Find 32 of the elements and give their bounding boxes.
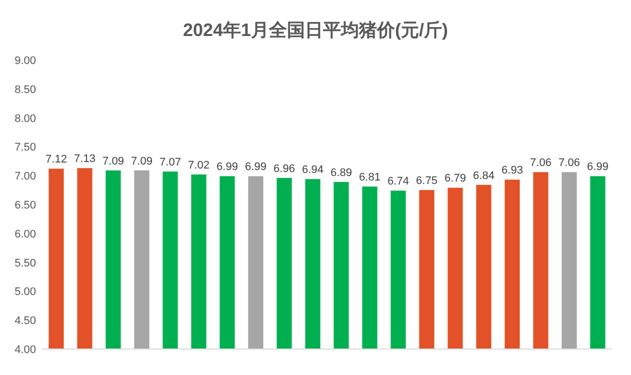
y-tick-label: 7.00: [14, 170, 36, 183]
data-label: 7.07: [160, 156, 181, 169]
data-label: 6.89: [330, 166, 352, 179]
y-tick-label: 7.50: [14, 142, 36, 154]
data-label: 6.74: [388, 176, 409, 188]
data-label: 7.09: [102, 155, 124, 168]
y-tick-label: 9.00: [14, 55, 36, 67]
y-tick-label: 8.50: [14, 84, 36, 96]
data-label: 6.84: [473, 170, 494, 182]
data-label: 6.93: [502, 164, 523, 177]
y-tick-label: 4.00: [14, 344, 36, 356]
data-label: 6.94: [302, 164, 324, 176]
y-tick-label: 5.00: [14, 286, 36, 298]
data-label: 6.99: [216, 161, 238, 174]
data-label: 7.09: [131, 155, 152, 168]
data-label: 6.79: [444, 172, 466, 185]
data-label: 7.06: [530, 157, 552, 170]
y-tick-label: 8.00: [14, 112, 36, 125]
data-label: 7.06: [558, 157, 580, 170]
data-label: 6.99: [245, 161, 266, 174]
y-tick-label: 6.50: [14, 200, 36, 212]
data-label: 6.99: [587, 161, 608, 174]
y-tick-label: 6.00: [14, 228, 36, 240]
data-label: 6.75: [416, 175, 438, 188]
y-tick-label: 4.50: [14, 315, 36, 328]
data-label: 7.13: [74, 153, 96, 166]
data-label: 7.12: [46, 154, 67, 166]
data-label: 7.02: [188, 159, 210, 172]
data-label: 6.96: [274, 162, 295, 175]
y-tick-label: 5.50: [14, 257, 36, 270]
data-label: 6.81: [359, 172, 380, 184]
chart-title: 2024年1月全国日平均猪价(元/斤): [182, 20, 448, 40]
